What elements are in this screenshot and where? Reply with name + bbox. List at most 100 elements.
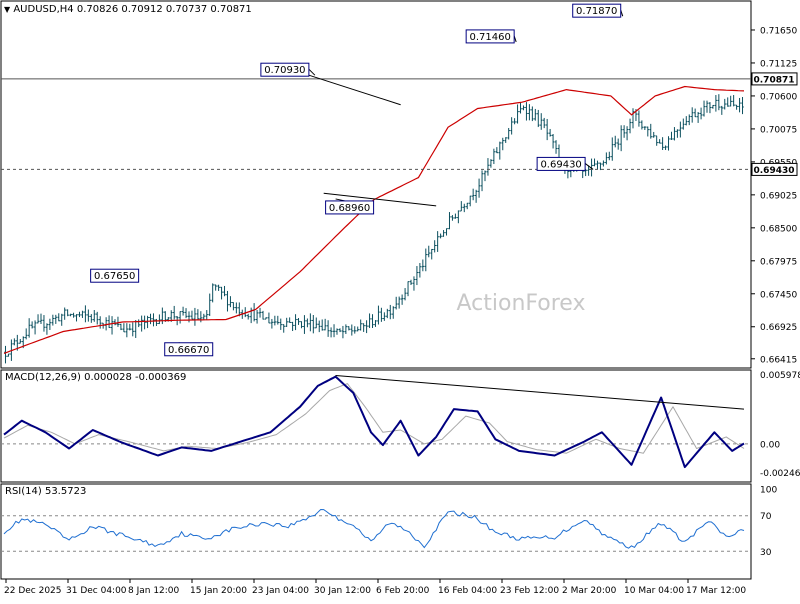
price-bar — [143, 315, 146, 330]
price-bar — [232, 302, 235, 311]
price-panel-frame — [0, 0, 752, 369]
rsi-y-tick-label: 100 — [760, 486, 777, 496]
price-bar — [735, 104, 738, 110]
price-bar — [113, 319, 117, 326]
price-bar — [107, 315, 111, 329]
price-bar — [309, 313, 312, 332]
price-trendline — [323, 192, 437, 207]
price-bar — [433, 240, 436, 253]
price-bar — [122, 323, 126, 333]
x-tick-label: 31 Dec 04:00 — [66, 586, 127, 596]
annotation-box — [572, 3, 622, 18]
price-bar — [394, 296, 398, 310]
annotation-label: 0.66670 — [168, 345, 209, 356]
price-bar — [637, 110, 641, 127]
price-bar — [116, 316, 120, 327]
x-tick-label: 8 Jan 12:00 — [128, 586, 180, 596]
x-tick-label: 10 Mar 04:00 — [624, 586, 684, 596]
watermark-text: ActionForex — [457, 291, 586, 316]
price-bar — [300, 321, 303, 329]
price-bar — [291, 321, 294, 332]
price-bar — [667, 136, 670, 151]
price-bar — [625, 126, 629, 141]
price-bar — [418, 263, 422, 278]
price-bar — [282, 324, 286, 333]
price-bar — [702, 100, 706, 117]
price-bar — [690, 107, 694, 123]
annotation-box — [164, 342, 214, 357]
price-bar — [534, 108, 537, 121]
price-bar — [178, 311, 182, 324]
price-tag-label: 0.70871 — [754, 75, 795, 85]
price-bar — [723, 98, 727, 110]
price-bar — [495, 147, 499, 154]
price-bar — [338, 328, 342, 333]
price-bar — [51, 314, 55, 326]
price-bar — [545, 118, 549, 141]
price-tag-box — [751, 162, 798, 176]
price-bar — [619, 125, 623, 152]
price-bar — [332, 324, 336, 338]
price-bar — [202, 313, 206, 320]
annotation-leader — [308, 68, 316, 76]
annotation-box — [260, 62, 310, 77]
x-tick-label: 2 Mar 20:00 — [562, 586, 617, 596]
price-bar — [335, 328, 339, 335]
macd-y-tick-label: 0.00 — [760, 440, 780, 450]
price-annotation: 0.70930 — [260, 62, 316, 77]
triangle-down-icon[interactable]: ▼ — [4, 5, 11, 14]
price-bar — [445, 228, 448, 236]
price-bar — [270, 318, 274, 329]
price-bar — [184, 308, 188, 319]
price-bar — [347, 326, 351, 331]
price-bar — [238, 302, 241, 317]
price-bar — [261, 310, 265, 320]
price-bar — [462, 203, 466, 213]
price-bar — [84, 305, 87, 323]
price-bar — [622, 125, 626, 138]
price-bar — [729, 95, 732, 107]
price-bar — [33, 320, 37, 335]
watermark-layer: ActionForex — [457, 291, 586, 316]
price-bar — [655, 135, 658, 146]
price-bar — [196, 309, 200, 320]
x-tick-label: 30 Jan 12:00 — [314, 586, 371, 596]
price-bar — [430, 248, 434, 260]
annotation-box — [465, 29, 515, 44]
price-bar — [326, 320, 330, 337]
price-bar — [661, 137, 664, 151]
price-panel: 0.71870 0.71460 0.70930 0.68960 0.69430 0.676… — [1, 3, 751, 364]
price-bar — [27, 318, 31, 338]
price-bar — [477, 178, 481, 198]
rsi-y-tick-label: 30 — [760, 548, 772, 558]
x-tick-label: 15 Jan 20:00 — [190, 586, 247, 596]
rsi-title: RSI(14) 53.5723 — [5, 486, 87, 497]
price-bar — [726, 97, 730, 107]
price-bar — [273, 315, 277, 326]
price-bar — [386, 308, 389, 319]
price-bar — [684, 116, 688, 126]
x-tick-label: 16 Feb 04:00 — [438, 586, 497, 596]
annotation-box — [90, 268, 140, 283]
price-bar — [631, 108, 635, 129]
price-bar — [267, 312, 271, 324]
price-bar — [24, 328, 28, 340]
rsi-panel — [1, 508, 751, 552]
price-bar — [608, 151, 611, 161]
price-bar — [391, 306, 395, 319]
price-bar — [264, 317, 268, 320]
price-bar — [486, 158, 490, 176]
price-bar — [442, 230, 445, 237]
price-bar — [424, 248, 428, 272]
macd-main-line — [3, 375, 745, 469]
price-bar — [78, 311, 81, 318]
price-y-tick-label: 0.69025 — [760, 191, 797, 201]
price-bar — [439, 233, 442, 239]
price-bar — [403, 288, 407, 301]
symbol-timeframe: AUDUSD,H4 — [13, 4, 74, 15]
price-bar — [536, 109, 540, 128]
price-annotation: 0.66670 — [164, 342, 214, 357]
price-bar — [596, 160, 599, 170]
price-bar — [489, 159, 493, 168]
